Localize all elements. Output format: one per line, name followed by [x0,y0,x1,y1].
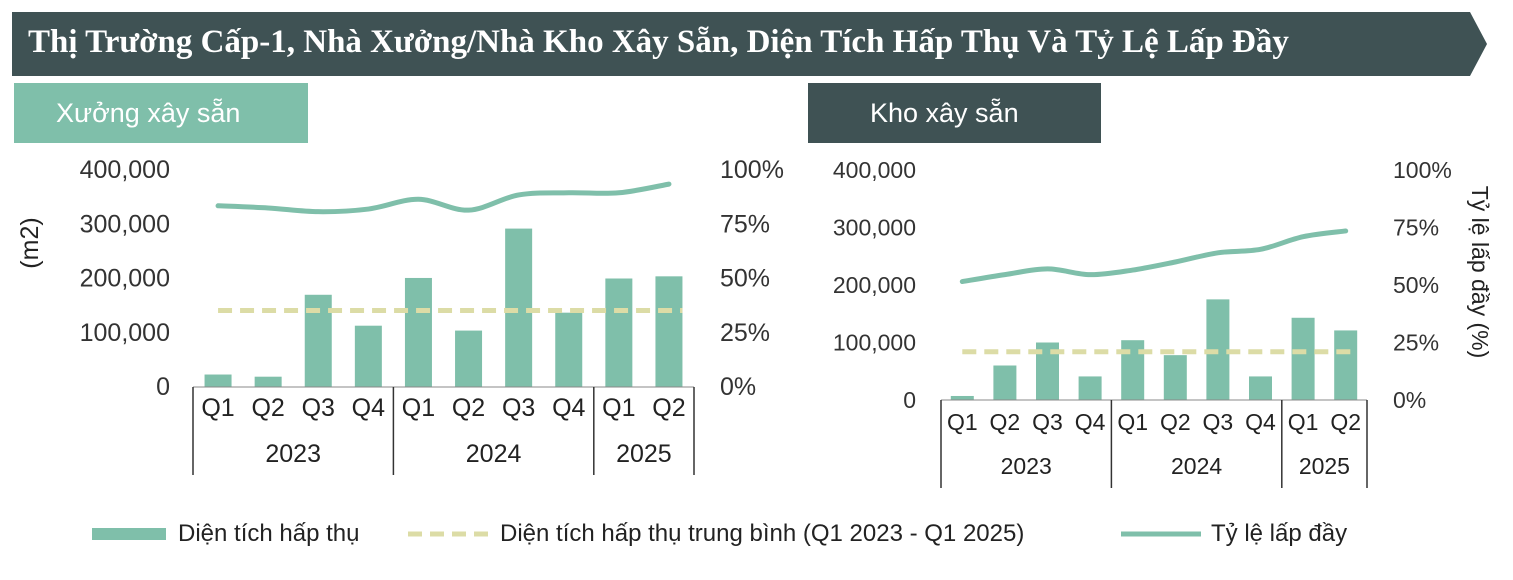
c1-bar [1249,376,1272,400]
c1-bar [1121,340,1145,400]
c1-bar [1334,330,1358,400]
c1-bar [1078,376,1102,400]
c1-category-label: Q2 [1160,409,1191,435]
c0-y-axis-title: (m2) [16,217,44,268]
c1-bar [950,395,974,400]
panel-tag-warehouse: Kho xây sẵn [808,83,1101,143]
c1-category-label: Q4 [1075,409,1106,435]
c1-y2-tick-label: 50% [1393,272,1439,298]
c0-bar [655,276,683,387]
c0-category-label: Q1 [402,394,435,422]
c0-year-label: 2025 [616,440,672,468]
c1-y2-tick-label: 0% [1393,387,1426,413]
c0-y-tick-label: 200,000 [80,265,170,293]
title-banner: Thị Trường Cấp-1, Nhà Xưởng/Nhà Kho Xây … [0,0,1513,92]
c1-category-label: Q1 [947,409,978,435]
c0-bar [204,374,232,387]
c1-category-label: Q2 [1330,409,1361,435]
legend-avg-label: Diện tích hấp thụ trung bình (Q1 2023 - … [500,520,1025,547]
c0-y2-tick-label: 50% [720,265,770,293]
c0-bar [254,376,282,387]
legend-line: Tỷ lệ lấp đầy [1121,520,1347,548]
c1-category-label: Q2 [990,409,1021,435]
c1-occupancy-line [959,228,1349,285]
c1-year-label: 2024 [1171,453,1222,479]
c0-category-label: Q3 [502,394,535,422]
c0-y-tick-label: 0 [156,373,170,401]
panel-tag-factory-label: Xưởng xây sẵn [56,97,241,128]
page-title: Thị Trường Cấp-1, Nhà Xưởng/Nhà Kho Xây … [28,24,1289,60]
c1-category-label: Q4 [1245,409,1276,435]
c1-bar [993,365,1017,400]
c0-y2-tick-label: 100% [720,156,784,184]
legend-avg-swatch [408,531,488,537]
c1-category-label: Q1 [1117,409,1148,435]
legend-line-label: Tỷ lệ lấp đầy [1211,520,1348,547]
c1-year-label: 2023 [1001,453,1052,479]
legend-bar-swatch [92,528,166,540]
c0-bar [455,330,483,387]
c1-y2-tick-label: 100% [1393,157,1452,183]
c0-y2-tick-label: 25% [720,319,770,347]
c1-y-tick-label: 400,000 [833,157,916,183]
c1-y-tick-label: 0 [903,387,916,413]
legend-avg: Diện tích hấp thụ trung bình (Q1 2023 - … [408,520,1024,548]
c0-category-label: Q2 [452,394,485,422]
chart-factory: 400,000 300,000 200,000 100,000 0 100% 75% 50% 2… [16,156,784,475]
c0-category-label: Q2 [251,394,284,422]
c0-category-label: Q4 [552,394,585,422]
panel-tag-warehouse-label: Kho xây sẵn [870,97,1019,128]
panel-tag-factory: Xưởng xây sẵn [14,83,308,143]
c1-y-tick-label: 300,000 [833,215,916,241]
c1-y-tick-label: 200,000 [833,272,916,298]
c1-y2-tick-label: 75% [1393,215,1439,241]
c0-bar [505,228,533,387]
c0-year-label: 2023 [265,440,321,468]
c0-occupancy-line [215,181,672,215]
legend-line-swatch [1121,531,1201,537]
c0-bar [404,277,432,387]
c1-y2-tick-label: 25% [1393,330,1439,356]
c0-bar [555,312,583,387]
c0-category-label: Q4 [352,394,385,422]
c0-bar [354,325,382,387]
c1-bar [1291,317,1315,400]
c1-bar [1163,355,1187,400]
c1-year-label: 2025 [1299,453,1350,479]
c1-y2-axis-title: Tỷ lệ lấp đầy (%) [1467,186,1493,359]
c1-bar [1036,342,1059,400]
c0-y-tick-label: 400,000 [80,156,170,184]
c0-bar [605,278,633,387]
c0-year-label: 2024 [466,440,522,468]
c0-y-tick-label: 300,000 [80,210,170,238]
c0-category-label: Q3 [302,394,335,422]
legend-bar: Diện tích hấp thụ [92,520,359,548]
c0-category-label: Q1 [602,394,635,422]
c1-category-label: Q3 [1032,409,1063,435]
c1-category-label: Q3 [1203,409,1234,435]
c0-category-label: Q1 [201,394,234,422]
c1-y-tick-label: 100,000 [833,330,916,356]
c1-category-label: Q1 [1288,409,1319,435]
c0-y2-tick-label: 75% [720,210,770,238]
c0-category-label: Q2 [652,394,685,422]
c0-y2-tick-label: 0% [720,373,756,401]
legend-bar-label: Diện tích hấp thụ [178,520,360,547]
banner-shape [12,12,1487,76]
chart-warehouse: 400,000 300,000 200,000 100,000 0 100% 75% 50% 2… [833,157,1493,488]
c0-y-tick-label: 100,000 [80,319,170,347]
